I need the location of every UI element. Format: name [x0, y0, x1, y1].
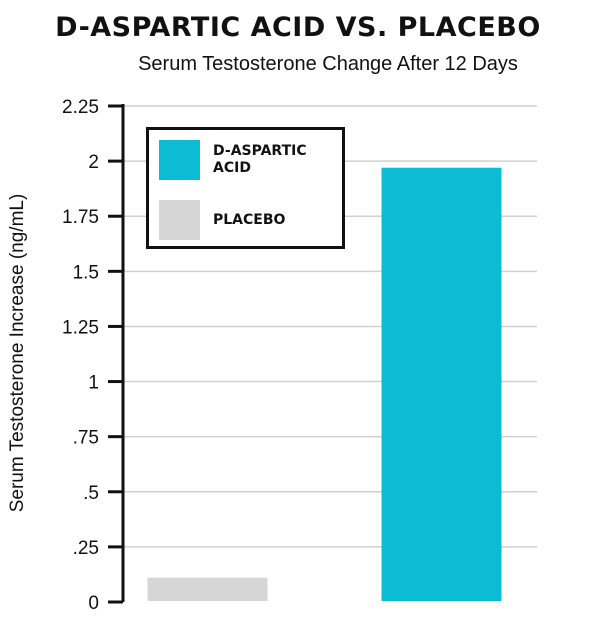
y-tick-label: 0 [88, 593, 99, 614]
legend: D-ASPARTIC ACID PLACEBO [146, 127, 345, 249]
legend-label-placebo: PLACEBO [213, 211, 286, 228]
y-tick-label: 2.25 [62, 97, 99, 118]
bar-placebo [147, 577, 268, 601]
legend-item-placebo: PLACEBO [159, 200, 343, 240]
y-tick-label: .5 [83, 483, 99, 504]
y-tick-label: 1 [88, 373, 99, 394]
y-tick-label: .25 [73, 538, 99, 559]
y-axis [108, 104, 125, 604]
chart-subtitle: Serum Testosterone Change After 12 Days [138, 53, 518, 75]
y-tick-label: .75 [73, 428, 99, 449]
legend-item-d-aspartic-acid: D-ASPARTIC ACID [159, 140, 343, 180]
legend-swatch-placebo [159, 200, 200, 240]
y-tick-label: 1.25 [62, 317, 99, 338]
bar-d-aspartic-acid [381, 167, 502, 602]
y-tick-label: 1.5 [73, 262, 99, 283]
y-tick-label: 1.75 [62, 207, 99, 228]
chart-title: D-ASPARTIC ACID VS. PLACEBO [55, 12, 541, 43]
legend-label-d-aspartic-acid: D-ASPARTIC ACID [213, 143, 307, 176]
bars [147, 167, 502, 602]
legend-swatch-d-aspartic-acid [159, 140, 200, 180]
y-tick-label: 2 [88, 152, 99, 173]
